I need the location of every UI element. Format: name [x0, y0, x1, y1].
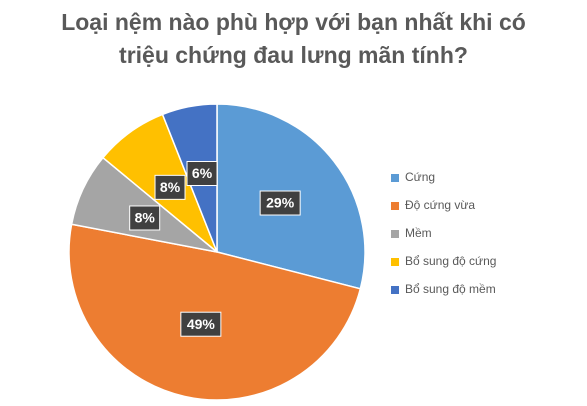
data-label: 6% [192, 165, 213, 181]
data-label-box [259, 190, 301, 216]
data-label-box [154, 174, 186, 200]
data-label-box [180, 311, 222, 337]
legend-swatch [391, 286, 399, 294]
legend-label: Mềm [405, 226, 432, 240]
data-label-box [129, 205, 161, 231]
legend-label: Bổ sung độ mềm [405, 282, 496, 296]
legend-swatch [391, 230, 399, 238]
chart-title-text: Loại nệm nào phù hợp với bạn nhất khi có… [61, 9, 526, 68]
legend-label: Cứng [405, 170, 435, 184]
data-label: 49% [187, 316, 216, 332]
legend-label: Độ cứng vừa [405, 198, 475, 212]
data-label: 8% [160, 179, 181, 195]
data-label: 29% [266, 195, 295, 211]
chart-title: Loại nệm nào phù hợp với bạn nhất khi có… [0, 6, 587, 72]
legend-label: Bổ sung độ cứng [405, 254, 496, 268]
legend-swatch [391, 174, 399, 182]
data-label-box [186, 160, 218, 186]
legend-swatch [391, 258, 399, 266]
legend-swatch [391, 202, 399, 210]
data-label: 8% [135, 210, 156, 226]
